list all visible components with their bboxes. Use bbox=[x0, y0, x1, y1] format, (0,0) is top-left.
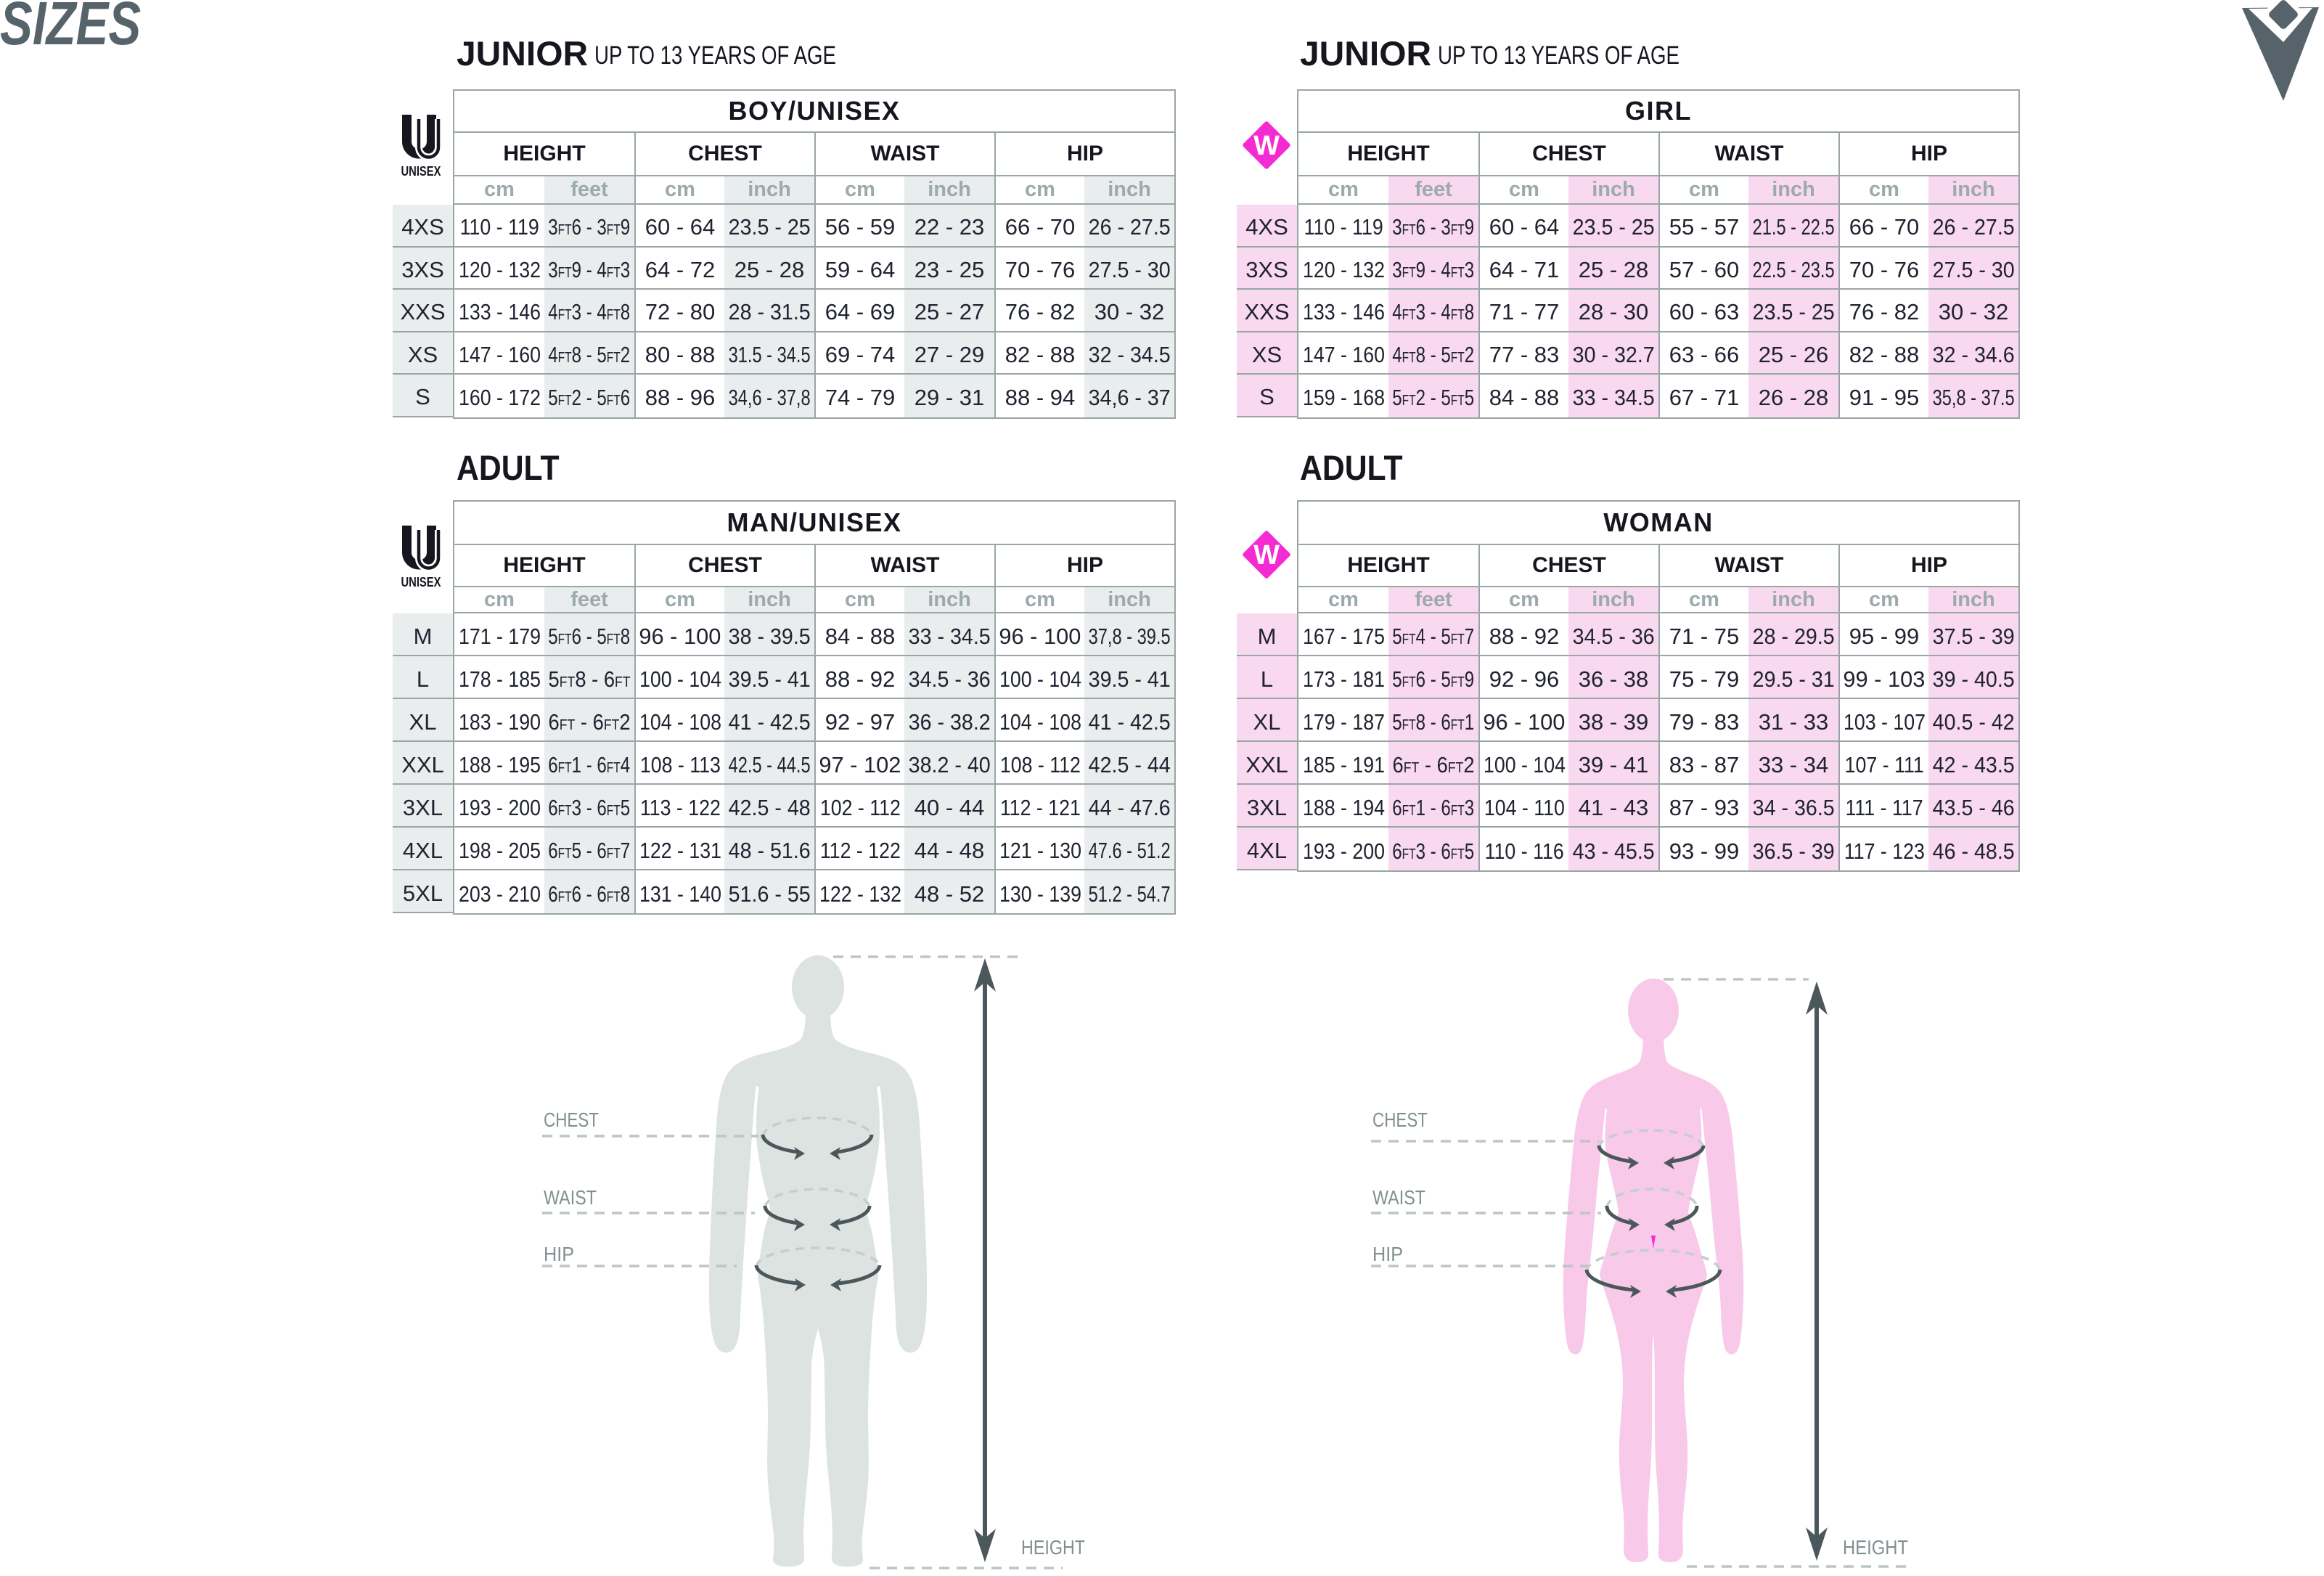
svg-text:HEIGHT: HEIGHT bbox=[1021, 1536, 1085, 1559]
svg-text:HIP: HIP bbox=[1372, 1243, 1403, 1265]
svg-text:WAIST: WAIST bbox=[1372, 1186, 1425, 1209]
svg-text:W: W bbox=[1253, 540, 1280, 571]
svg-text:UNISEX: UNISEX bbox=[401, 575, 441, 589]
svg-text:HIP: HIP bbox=[544, 1243, 574, 1265]
svg-text:CHEST: CHEST bbox=[544, 1108, 599, 1131]
svg-text:W: W bbox=[1253, 131, 1280, 161]
svg-text:CHEST: CHEST bbox=[1372, 1108, 1428, 1131]
svg-text:UNISEX: UNISEX bbox=[401, 164, 441, 179]
svg-text:HEIGHT: HEIGHT bbox=[1843, 1536, 1908, 1559]
svg-text:WAIST: WAIST bbox=[544, 1186, 597, 1209]
